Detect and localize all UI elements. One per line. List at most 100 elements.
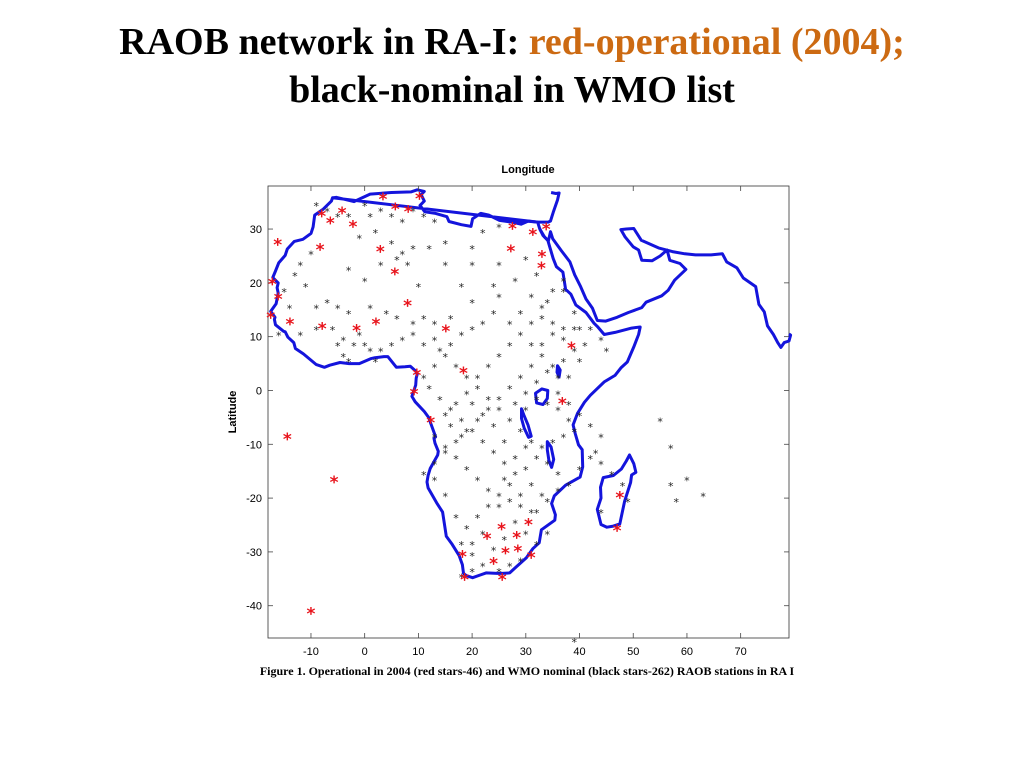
nominal-station-marker: * bbox=[502, 534, 508, 547]
nominal-station-marker: * bbox=[539, 351, 545, 364]
nominal-station-marker: * bbox=[485, 485, 491, 498]
arabia-coastline bbox=[538, 227, 793, 349]
nominal-station-marker: * bbox=[362, 276, 368, 289]
nominal-station-marker: * bbox=[561, 432, 567, 445]
operational-station-marker: * bbox=[426, 413, 435, 433]
operational-station-marker: * bbox=[460, 570, 469, 590]
operational-station-marker: * bbox=[537, 248, 546, 268]
nominal-station-marker: * bbox=[668, 442, 674, 455]
nominal-station-marker: * bbox=[480, 437, 486, 450]
nominal-station-marker: * bbox=[469, 539, 475, 552]
nominal-station-marker: * bbox=[453, 362, 459, 375]
operational-station-marker: * bbox=[404, 202, 413, 222]
nominal-station-marker: * bbox=[351, 340, 357, 353]
nominal-station-marker: * bbox=[668, 480, 674, 493]
nominal-station-marker: * bbox=[609, 469, 615, 482]
nominal-station-marker: * bbox=[480, 410, 486, 423]
operational-station-marker: * bbox=[273, 236, 282, 256]
operational-station-marker: * bbox=[283, 430, 292, 450]
operational-stations-layer: * * * * * * * * * * * * * * * * * * * * * * * * * * * * * * * * * * * * * * * *… bbox=[266, 190, 624, 625]
nominal-station-marker: * bbox=[518, 555, 524, 568]
nominal-station-marker: * bbox=[539, 340, 545, 353]
nominal-station-marker: * bbox=[378, 206, 384, 219]
nominal-station-marker: * bbox=[448, 313, 454, 326]
nominal-station-marker: * bbox=[566, 480, 572, 493]
nominal-station-marker: * bbox=[410, 206, 416, 219]
nominal-station-marker: * bbox=[340, 351, 346, 364]
operational-station-marker: * bbox=[266, 308, 275, 328]
nominal-station-marker: * bbox=[518, 308, 524, 321]
nominal-station-marker: * bbox=[400, 216, 406, 229]
nominal-station-marker: * bbox=[485, 394, 491, 407]
nominal-station-marker: * bbox=[469, 566, 475, 579]
x-tick-label: 40 bbox=[573, 646, 585, 658]
nominal-station-marker: * bbox=[453, 512, 459, 525]
nominal-station-marker: * bbox=[496, 502, 502, 515]
nominal-station-marker: * bbox=[464, 523, 470, 536]
nominal-station-marker: * bbox=[378, 345, 384, 358]
plot-frame bbox=[267, 185, 790, 639]
nominal-stations-layer: * * * * * * * * * * * * * * * * * * * * * * * * * * * * * * * * * * * * * * * *… bbox=[276, 200, 706, 649]
nominal-station-marker: * bbox=[528, 437, 534, 450]
nominal-station-marker: * bbox=[432, 362, 438, 375]
lake-victoria bbox=[534, 387, 550, 406]
nominal-station-marker: * bbox=[469, 297, 475, 310]
nominal-station-marker: * bbox=[469, 243, 475, 256]
nominal-station-marker: * bbox=[426, 383, 432, 396]
x-tick-label: 50 bbox=[627, 646, 639, 658]
axis-ticks: -10 0 10 20 30 40 50 60 70 30 20 10 0 -10 -20 -30 -40 bbox=[246, 186, 789, 658]
nominal-station-marker: * bbox=[555, 405, 561, 418]
figure-caption: Figure 1. Operational in 2004 (red stars… bbox=[259, 664, 795, 678]
nominal-station-marker: * bbox=[657, 415, 663, 428]
nominal-station-marker: * bbox=[561, 276, 567, 289]
nominal-station-marker: * bbox=[416, 281, 422, 294]
nominal-station-marker: * bbox=[464, 389, 470, 402]
nominal-station-marker: * bbox=[512, 518, 518, 531]
title-accent: red-operational (2004); bbox=[528, 21, 905, 63]
nominal-station-marker: * bbox=[485, 502, 491, 515]
x-tick-label: 10 bbox=[412, 646, 424, 658]
y-axis-title: Latitude bbox=[227, 391, 239, 434]
nominal-station-marker: * bbox=[324, 297, 330, 310]
operational-station-marker: * bbox=[307, 604, 316, 624]
nominal-station-marker: * bbox=[400, 249, 406, 262]
nominal-station-marker: * bbox=[346, 308, 352, 321]
nominal-station-marker: * bbox=[528, 340, 534, 353]
nominal-station-marker: * bbox=[437, 345, 443, 358]
operational-station-marker: * bbox=[501, 544, 510, 564]
nominal-station-marker: * bbox=[523, 528, 529, 541]
nominal-station-marker: * bbox=[496, 351, 502, 364]
nominal-station-marker: * bbox=[566, 372, 572, 385]
nominal-station-marker: * bbox=[432, 432, 438, 445]
x-axis-title: Longitude bbox=[501, 164, 554, 176]
nominal-station-marker: * bbox=[389, 238, 395, 251]
operational-station-marker: * bbox=[316, 241, 325, 261]
operational-station-marker: * bbox=[391, 200, 400, 220]
operational-station-marker: * bbox=[286, 315, 295, 335]
x-tick-label: -10 bbox=[303, 646, 319, 658]
x-tick-label: 30 bbox=[520, 646, 532, 658]
operational-station-marker: * bbox=[348, 217, 357, 237]
nominal-station-marker: * bbox=[545, 458, 551, 471]
nominal-station-marker: * bbox=[534, 507, 540, 520]
nominal-station-marker: * bbox=[545, 528, 551, 541]
operational-station-marker: * bbox=[489, 554, 498, 574]
nominal-station-marker: * bbox=[550, 362, 556, 375]
nominal-station-marker: * bbox=[303, 281, 309, 294]
nominal-station-marker: * bbox=[507, 340, 513, 353]
nominal-station-marker: * bbox=[512, 399, 518, 412]
operational-station-marker: * bbox=[542, 220, 551, 240]
operational-station-marker: * bbox=[412, 366, 421, 386]
nominal-station-marker: * bbox=[496, 259, 502, 272]
x-tick-label: 70 bbox=[735, 646, 747, 658]
nominal-station-marker: * bbox=[523, 442, 529, 455]
operational-station-marker: * bbox=[508, 220, 517, 240]
nominal-station-marker: * bbox=[550, 437, 556, 450]
nominal-station-marker: * bbox=[534, 539, 540, 552]
nominal-station-marker: * bbox=[673, 496, 679, 509]
nominal-station-marker: * bbox=[459, 539, 465, 552]
nominal-station-marker: * bbox=[539, 442, 545, 455]
operational-station-marker: * bbox=[615, 489, 624, 509]
nominal-station-marker: * bbox=[496, 292, 502, 305]
